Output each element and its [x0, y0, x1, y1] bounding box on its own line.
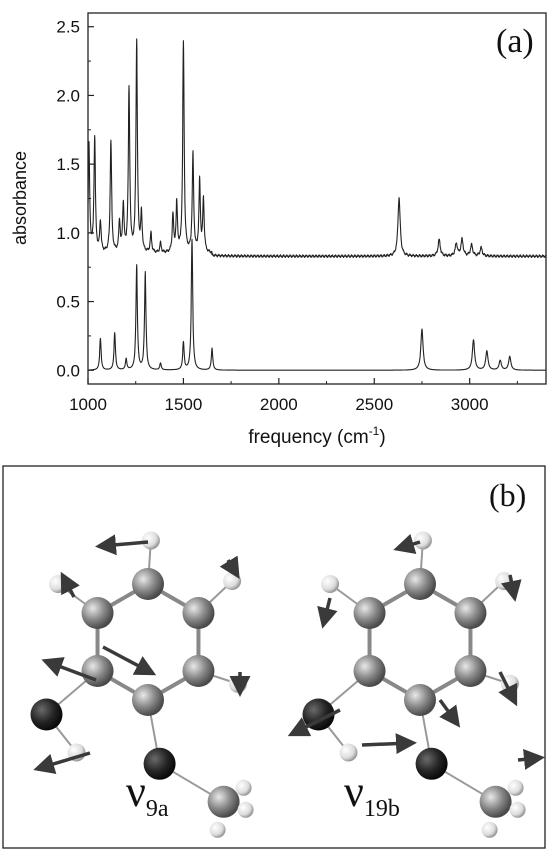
hydrogen-atom — [49, 575, 67, 593]
panel-b-label: (b) — [489, 477, 526, 513]
hydrogen-atom — [510, 802, 526, 818]
x-axis-label: frequency (cm-1) — [248, 424, 385, 448]
displacement-arrow — [518, 758, 538, 760]
hydrogen-atom — [414, 532, 432, 550]
y-tick-label: 0.5 — [56, 293, 80, 312]
displacement-arrow — [228, 560, 236, 573]
hydrogen-atom — [238, 802, 254, 818]
displacement-arrow — [40, 753, 90, 768]
displacement-arrow — [102, 542, 148, 546]
y-tick-label: 2.5 — [56, 18, 80, 37]
spectra — [88, 39, 546, 370]
hydrogen-atom — [236, 780, 252, 796]
hydrogen-atom — [223, 572, 241, 590]
x-tick-label: 1500 — [165, 395, 203, 414]
x-tick-label: 3000 — [451, 395, 489, 414]
carbon-atom — [182, 597, 214, 629]
carbon-atom — [454, 655, 486, 687]
displacement-arrow — [510, 575, 514, 595]
carbon-atom — [132, 568, 164, 600]
carbon-atom — [404, 684, 436, 716]
mode-label-2: ν19b — [344, 767, 400, 822]
carbon-atom — [132, 684, 164, 716]
displacement-arrow — [440, 700, 456, 722]
hydrogen-atom — [229, 675, 247, 693]
hydrogen-atom — [210, 822, 226, 838]
carbon-atom — [82, 597, 114, 629]
plot-frame — [88, 13, 546, 384]
hydrogen-atom — [142, 532, 160, 550]
carbon-atom — [354, 655, 386, 687]
hydrogen-atom — [508, 780, 524, 796]
carbon-atom — [82, 655, 114, 687]
hydrogen-atom — [321, 575, 339, 593]
y-tick-label: 2.0 — [56, 86, 80, 105]
methyl-carbon-atom — [208, 786, 240, 818]
x-tick-label: 1000 — [69, 395, 107, 414]
spectrum-line-calculated — [88, 239, 546, 370]
y-axis-label: absorbance — [10, 151, 30, 245]
carbon-atom — [354, 597, 386, 629]
methyl-carbon-atom — [480, 786, 512, 818]
oxygen-atom — [144, 748, 176, 780]
molecule-nu-19b — [294, 532, 538, 838]
spectrum-line-experimental — [88, 39, 546, 258]
panel-a-label: (a) — [496, 23, 534, 60]
y-tick-label: 1.0 — [56, 224, 80, 243]
hydrogen-atom — [340, 744, 358, 762]
displacement-arrow — [324, 598, 330, 622]
displacement-arrow — [362, 743, 410, 745]
panel-b: (b) ν9a ν19b — [3, 466, 545, 848]
x-tick-label: 2000 — [260, 395, 298, 414]
panel-a: 1000 1500 2000 2500 3000 0.0 0.5 1.0 1.5 2.0 2.5 (… — [10, 13, 546, 448]
carbon-atom — [454, 597, 486, 629]
oxygen-atom — [31, 699, 63, 731]
x-tick-label: 2500 — [355, 395, 393, 414]
carbon-atom — [404, 568, 436, 600]
y-tick-label: 0.0 — [56, 361, 80, 380]
y-tick-label: 1.5 — [56, 155, 80, 174]
hydrogen-atom — [482, 822, 498, 838]
oxygen-atom — [416, 748, 448, 780]
carbon-atom — [182, 655, 214, 687]
axis-ticks: 1000 1500 2000 2500 3000 0.0 0.5 1.0 1.5 2.0 2.5 — [56, 18, 517, 414]
